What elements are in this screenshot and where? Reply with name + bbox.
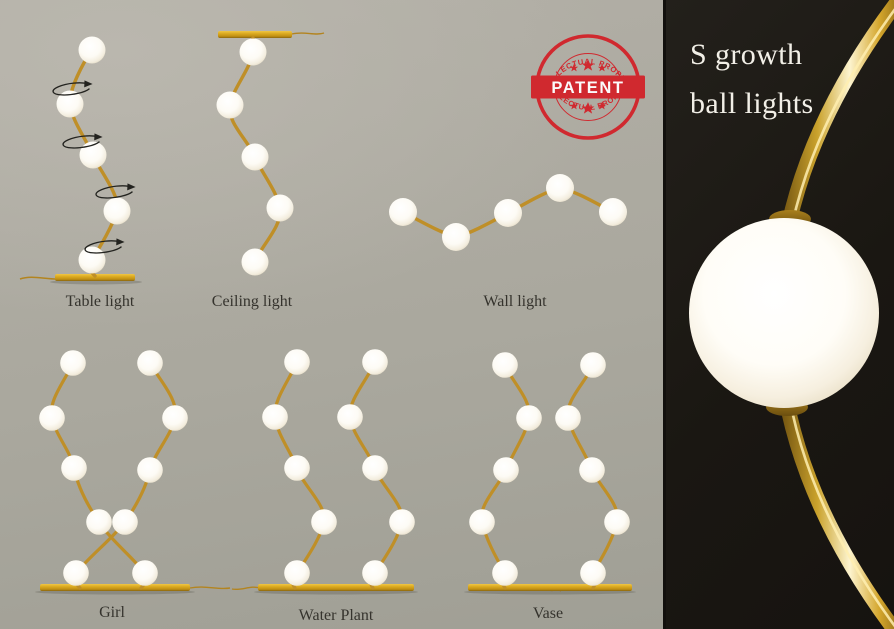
water-plant-figure [231,349,418,595]
power-cord [19,276,58,280]
table-light-label: Table light [65,293,135,310]
floor-base [40,584,190,591]
power-cord [291,32,325,35]
power-cord [231,586,261,591]
glass-ball [689,218,879,408]
vase-figure [464,352,636,595]
vase-label: Vase [532,605,564,622]
floor-base [468,584,632,591]
water-plant-label: Water Plant [298,607,374,624]
ceiling-light-figure [216,31,325,276]
ceiling-plate [218,31,292,38]
table-light-figure [19,36,142,285]
floor-base [258,584,414,591]
stamp-banner [531,75,645,99]
girl-figure [35,350,231,595]
product-sheet-area: Table light Ceiling light Wall light Gir… [0,0,663,629]
stamp-banner-text: PATENT [551,79,624,97]
ball-lights [469,352,630,586]
ball-lights [389,174,627,251]
ball-lights [56,36,131,274]
patent-stamp: INTELLECTUAL PROPERTY INTELLECTUAL PROPE… [528,28,648,146]
product-title-line1: S growth [690,38,803,71]
product-title-line2: ball lights [690,87,814,120]
ball-light-closeup [689,0,894,629]
ball-lights [262,349,415,586]
product-title: S growth ball lights [690,30,814,128]
patent-stamp-graphic: INTELLECTUAL PROPERTY INTELLECTUAL PROPE… [531,34,645,140]
girl-label: Girl [99,604,125,621]
ball-lights [39,350,188,586]
lamp-renderings [19,31,636,595]
power-cord [189,586,231,590]
ball-lights [216,38,294,276]
hero-panel: S growth ball lights [663,0,894,629]
wall-light-figure [389,174,627,251]
ceiling-light-label: Ceiling light [211,293,293,310]
wall-light-label: Wall light [483,293,547,310]
